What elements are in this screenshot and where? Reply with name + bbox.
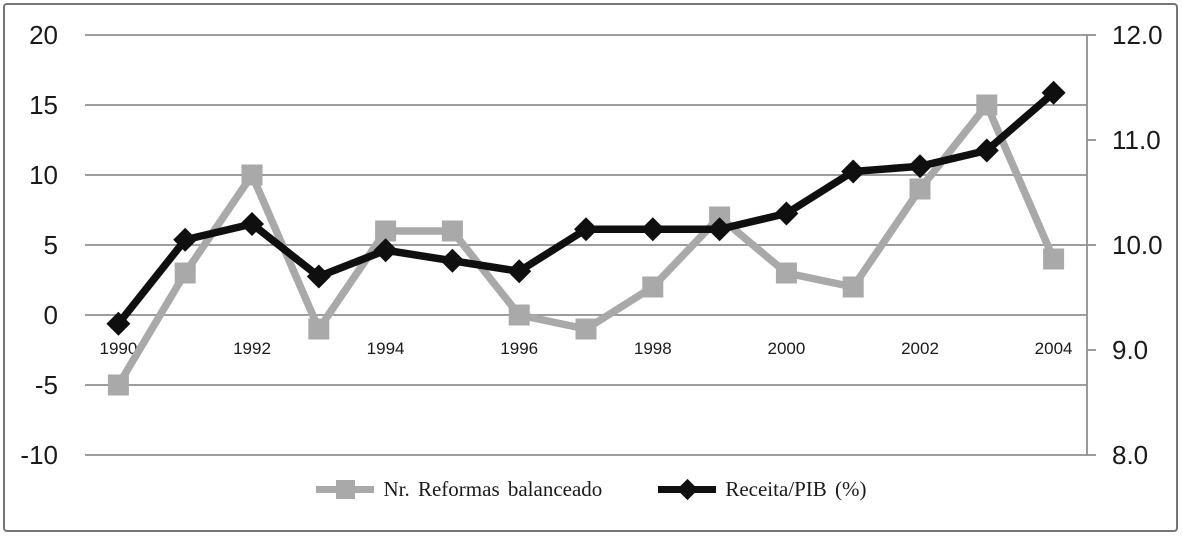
chart-legend: Nr. Reformas balanceado Receita/PIB (%) xyxy=(0,476,1183,502)
square-marker xyxy=(709,206,731,228)
left-axis-labels: 20 15 10 5 0 -5 -10 xyxy=(20,20,58,470)
legend-diamond-marker-icon xyxy=(658,476,717,502)
legend-square-marker-icon xyxy=(316,476,375,502)
left-axis-tick-label: 20 xyxy=(29,20,58,50)
diamond-marker xyxy=(1041,80,1066,105)
left-axis-tick-label: -10 xyxy=(20,440,58,470)
right-axis-tick-label: 9.0 xyxy=(1112,335,1148,365)
x-axis-tick-label: 2002 xyxy=(901,339,939,358)
x-axis-tick-label: 2004 xyxy=(1035,339,1073,358)
left-axis-tick-label: 0 xyxy=(44,300,58,330)
square-marker xyxy=(174,262,196,284)
legend-item-nr-reformas: Nr. Reformas balanceado xyxy=(316,476,602,502)
square-marker xyxy=(642,276,664,298)
legend-label-nr-reformas: Nr. Reformas balanceado xyxy=(383,476,603,501)
x-axis-tick-label: 1996 xyxy=(500,339,538,358)
diamond-marker xyxy=(306,264,331,289)
x-axis-labels: 1990 1992 1994 1996 1998 2000 2002 2004 xyxy=(99,339,1072,358)
legend-item-receita-pib: Receita/PIB (%) xyxy=(658,476,867,502)
square-marker xyxy=(441,220,463,242)
x-axis-tick-label: 1994 xyxy=(367,339,405,358)
right-axis: 12.0 11.0 10.0 9.0 8.0 xyxy=(1086,20,1163,470)
square-marker xyxy=(1043,248,1065,270)
right-axis-tick-label: 8.0 xyxy=(1112,440,1148,470)
left-axis-tick-label: 10 xyxy=(29,160,58,190)
square-marker xyxy=(107,374,129,396)
diamond-marker xyxy=(640,217,665,242)
diamond-marker xyxy=(507,259,532,284)
x-axis-tick-label: 1998 xyxy=(634,339,672,358)
chart-frame xyxy=(3,3,1178,532)
gridlines xyxy=(85,34,1087,456)
square-marker xyxy=(375,220,397,242)
diamond-marker xyxy=(774,201,799,226)
diamond-marker xyxy=(908,154,932,179)
left-axis-tick-label: 15 xyxy=(29,90,58,120)
diamond-marker xyxy=(173,227,198,252)
left-axis-tick-label: -5 xyxy=(35,370,58,400)
square-marker xyxy=(775,262,797,284)
square-marker xyxy=(976,94,998,116)
square-marker xyxy=(241,164,263,186)
x-axis-tick-label: 2000 xyxy=(767,339,805,358)
right-axis-tick-label: 11.0 xyxy=(1112,125,1161,155)
square-marker xyxy=(842,276,864,298)
square-marker xyxy=(575,318,597,340)
diamond-marker xyxy=(974,138,999,163)
diamond-marker xyxy=(240,212,264,236)
right-axis-tick-label: 12.0 xyxy=(1112,20,1163,50)
series-nr-reformas-balanceado xyxy=(107,94,1065,396)
left-axis-tick-label: 5 xyxy=(44,230,58,260)
x-axis-tick-label: 1990 xyxy=(99,339,137,358)
diamond-marker xyxy=(106,311,131,336)
diamond-marker xyxy=(707,217,732,242)
right-axis-tick-label: 10.0 xyxy=(1112,230,1163,260)
diamond-marker xyxy=(373,238,398,263)
diamond-marker xyxy=(440,248,465,273)
diamond-marker xyxy=(574,217,598,242)
legend-label-receita-pib: Receita/PIB (%) xyxy=(725,476,867,501)
square-marker xyxy=(909,178,931,200)
x-axis-tick-label: 1992 xyxy=(233,339,271,358)
diamond-marker xyxy=(841,159,866,184)
series-receita-pib xyxy=(106,80,1066,336)
square-marker xyxy=(508,304,530,326)
square-marker xyxy=(308,318,330,340)
